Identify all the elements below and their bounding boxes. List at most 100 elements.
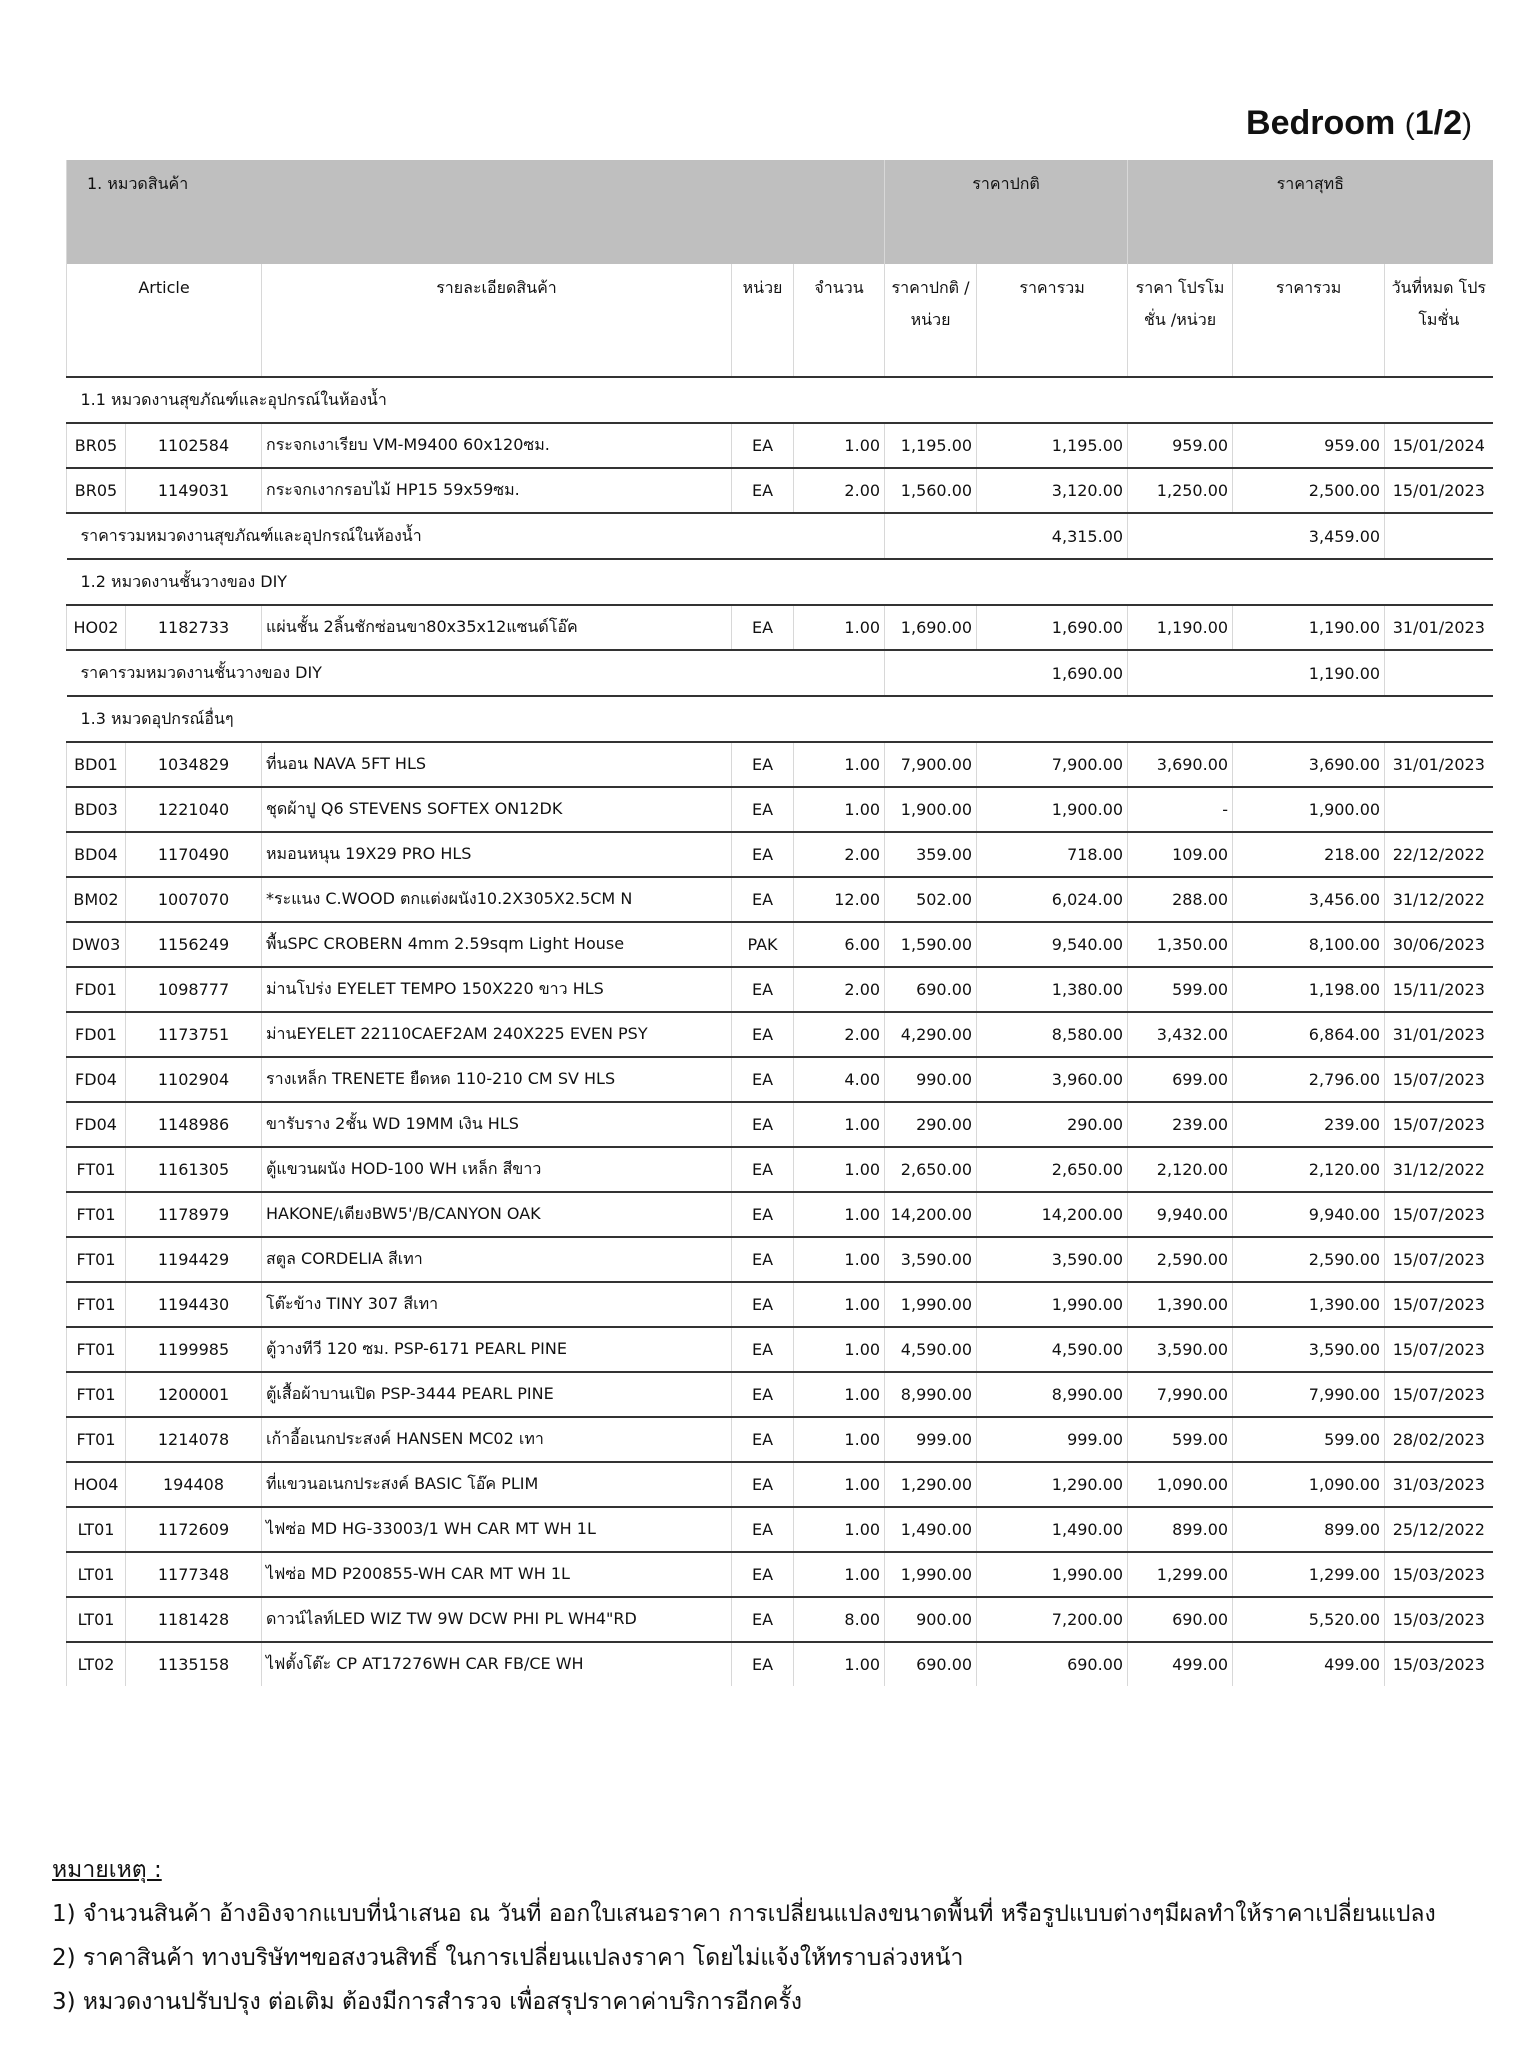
col-promo-price: ราคา โปรโมชั่น /หน่วย [1127, 264, 1233, 378]
section-row: 1.3 หมวดอุปกรณ์อื่นๆ [66, 696, 1493, 743]
unit: EA [731, 742, 794, 788]
article-number: 1182733 [125, 605, 262, 651]
promo-price: 899.00 [1127, 1507, 1233, 1553]
quantity: 6.00 [792, 922, 885, 968]
promo-end-date [1384, 787, 1493, 833]
article-number: 1181428 [125, 1597, 262, 1643]
net-total: 1,299.00 [1232, 1552, 1385, 1598]
promo-end-date: 30/06/2023 [1384, 922, 1493, 968]
article-number: 1156249 [125, 922, 262, 968]
quotation-table: 1. หมวดสินค้า ราคาปกติ ราคาสุทธิ Article… [65, 160, 1493, 1686]
article-number: 1200001 [125, 1372, 262, 1418]
unit-price: 3,590.00 [884, 1237, 977, 1283]
total: 2,650.00 [976, 1147, 1128, 1193]
promo-end-date: 15/07/2023 [1384, 1057, 1493, 1103]
description: HAKONE/เตียงBW5'/B/CANYON OAK [261, 1192, 732, 1238]
promo-price: 690.00 [1127, 1597, 1233, 1643]
promo-price: 7,990.00 [1127, 1372, 1233, 1418]
promo-price: 599.00 [1127, 967, 1233, 1013]
description: สตูล CORDELIA สีเทา [261, 1237, 732, 1283]
unit-price: 1,690.00 [884, 605, 977, 651]
quantity: 2.00 [792, 832, 885, 878]
subtotal-row: ราคารวมหมวดงานชั้นวางของ DIY 1,690.00 1,19… [66, 650, 1493, 697]
unit-price: 7,900.00 [884, 742, 977, 788]
unit-price: 1,560.00 [884, 468, 977, 514]
total: 6,024.00 [976, 877, 1128, 923]
total: 690.00 [976, 1642, 1128, 1686]
quantity: 1.00 [792, 1372, 885, 1418]
table-row: FT01 1194429 สตูล CORDELIA สีเทา EA 1.00 3,59… [66, 1237, 1493, 1283]
col-quantity: จำนวน [792, 264, 885, 378]
total: 1,380.00 [976, 967, 1128, 1013]
quantity: 1.00 [792, 423, 885, 469]
description: ม่านโปร่ง EYELET TEMPO 150X220 ขาว HLS [261, 967, 732, 1013]
unit-price: 2,650.00 [884, 1147, 977, 1193]
total: 1,990.00 [976, 1282, 1128, 1328]
quantity: 1.00 [792, 1507, 885, 1553]
promo-end-date: 28/02/2023 [1384, 1417, 1493, 1463]
total: 7,200.00 [976, 1597, 1128, 1643]
promo-price: 1,299.00 [1127, 1552, 1233, 1598]
unit: EA [731, 1462, 794, 1508]
promo-end-date: 15/03/2023 [1384, 1597, 1493, 1643]
unit-price: 1,195.00 [884, 423, 977, 469]
net-total: 3,690.00 [1232, 742, 1385, 788]
article-number: 1214078 [125, 1417, 262, 1463]
unit-price: 8,990.00 [884, 1372, 977, 1418]
article-number: 194408 [125, 1462, 262, 1508]
net-total: 1,900.00 [1232, 787, 1385, 833]
unit: EA [731, 1282, 794, 1328]
page-indicator: 1/2 [1414, 104, 1462, 142]
promo-end-date: 15/11/2023 [1384, 967, 1493, 1013]
total: 3,960.00 [976, 1057, 1128, 1103]
table-row: BR05 1149031 กระจกเงากรอบไม้ HP15 59x59ซม.… [66, 468, 1493, 514]
quantity: 1.00 [792, 1417, 885, 1463]
category-code: FT01 [66, 1282, 126, 1328]
description: แผ่นชั้น 2ลิ้นชักซ่อนขา80x35x12แซนด์โอ๊ค [261, 605, 732, 651]
promo-price: 288.00 [1127, 877, 1233, 923]
net-price-header: ราคาสุทธิ [1127, 160, 1493, 264]
section-row: 1.1 หมวดงานสุขภัณฑ์และอุปกรณ์ในห้องน้ำ [66, 377, 1493, 424]
unit: EA [731, 605, 794, 651]
net-total: 899.00 [1232, 1507, 1385, 1553]
col-unit: หน่วย [731, 264, 794, 378]
description: กระจกเงากรอบไม้ HP15 59x59ซม. [261, 468, 732, 514]
unit-price: 4,290.00 [884, 1012, 977, 1058]
promo-end-date: 15/01/2023 [1384, 468, 1493, 514]
description: ม่านEYELET 22110CAEF2AM 240X225 EVEN PSY [261, 1012, 732, 1058]
table-row: FD01 1173751 ม่านEYELET 22110CAEF2AM 240X2… [66, 1012, 1493, 1058]
description: ตู้เสื้อผ้าบานเปิด PSP-3444 PEARL PINE [261, 1372, 732, 1418]
quantity: 1.00 [792, 1192, 885, 1238]
net-total: 3,590.00 [1232, 1327, 1385, 1373]
category-code: BM02 [66, 877, 126, 923]
promo-end-date: 22/12/2022 [1384, 832, 1493, 878]
section-row: 1.2 หมวดงานชั้นวางของ DIY [66, 559, 1493, 606]
category-code: BR05 [66, 468, 126, 514]
description: *ระแนง C.WOOD ตกแต่งผนัง10.2X305X2.5CM N [261, 877, 732, 923]
unit-price: 1,590.00 [884, 922, 977, 968]
quantity: 1.00 [792, 1462, 885, 1508]
article-number: 1172609 [125, 1507, 262, 1553]
category-code: FT01 [66, 1237, 126, 1283]
title-paren: ( [1404, 108, 1415, 141]
table-row: BR05 1102584 กระจกเงาเรียบ VM-M9400 60x120… [66, 423, 1493, 469]
unit-price: 4,590.00 [884, 1327, 977, 1373]
quantity: 1.00 [792, 605, 885, 651]
net-total: 7,990.00 [1232, 1372, 1385, 1418]
unit: PAK [731, 922, 794, 968]
article-number: 1034829 [125, 742, 262, 788]
net-total: 2,500.00 [1232, 468, 1385, 514]
total: 3,120.00 [976, 468, 1128, 514]
unit-price: 690.00 [884, 1642, 977, 1686]
total: 14,200.00 [976, 1192, 1128, 1238]
quantity: 1.00 [792, 1327, 885, 1373]
total: 718.00 [976, 832, 1128, 878]
category-code: FT01 [66, 1147, 126, 1193]
category-code: FT01 [66, 1417, 126, 1463]
category-code: BD01 [66, 742, 126, 788]
promo-price: 1,250.00 [1127, 468, 1233, 514]
net-total: 239.00 [1232, 1102, 1385, 1148]
total: 1,195.00 [976, 423, 1128, 469]
total: 1,690.00 [976, 605, 1128, 651]
unit-price: 1,490.00 [884, 1507, 977, 1553]
